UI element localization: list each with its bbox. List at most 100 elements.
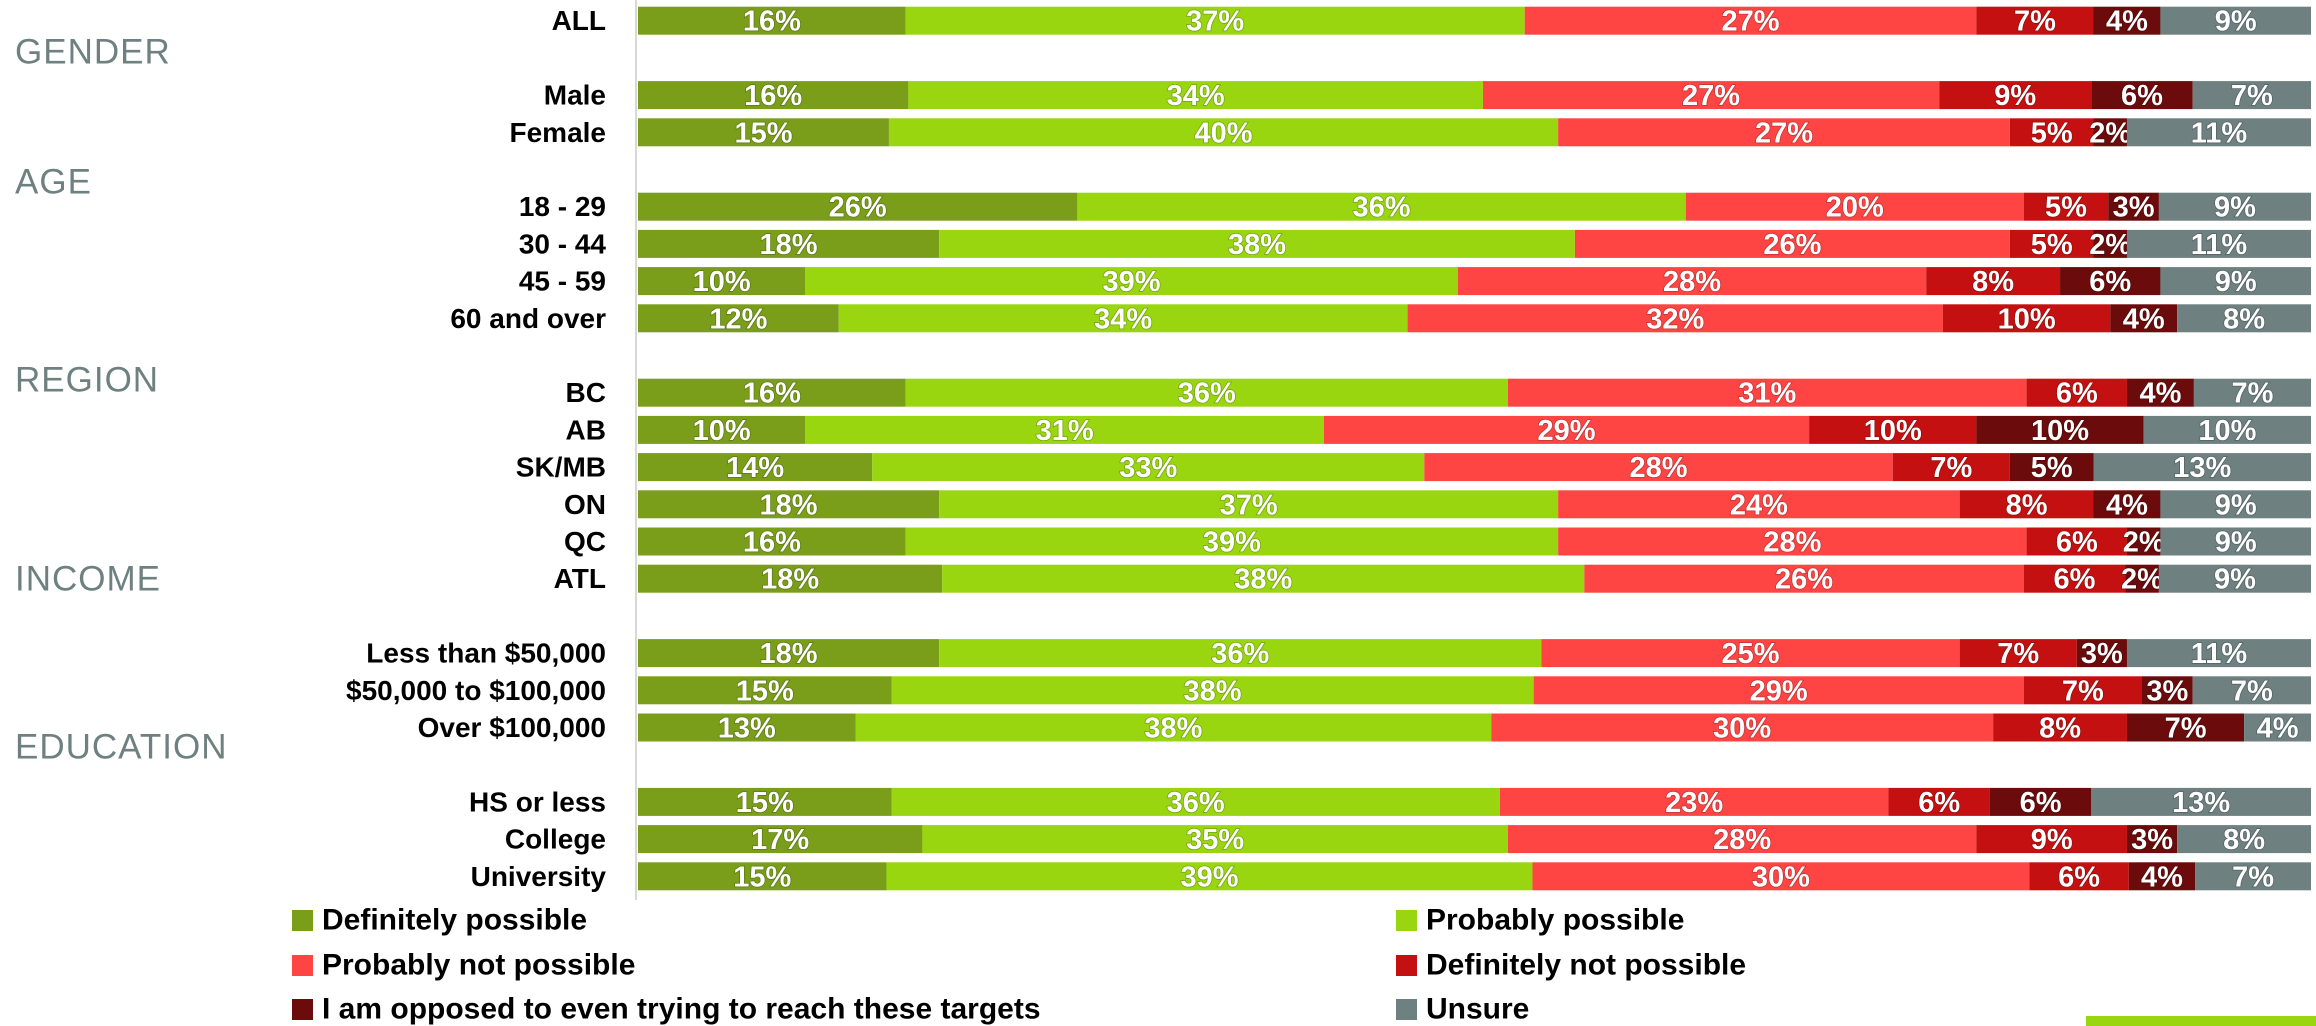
bar-segment <box>905 527 1559 556</box>
group-label: EDUCATION <box>15 728 228 767</box>
bar-segment <box>638 378 906 407</box>
value-label: 28% <box>1630 452 1688 484</box>
legend-swatch <box>292 999 313 1020</box>
value-label: 10% <box>693 415 751 447</box>
bar-segment <box>2091 787 2311 816</box>
value-label: 36% <box>1167 787 1225 819</box>
value-label: 33% <box>1119 452 1177 484</box>
value-label: 6% <box>2058 861 2100 893</box>
value-label: 27% <box>1722 6 1780 38</box>
bar-segment <box>2009 118 2094 147</box>
value-label: 39% <box>1180 861 1238 893</box>
bar-segment <box>2093 6 2161 35</box>
bar-segment <box>638 304 839 333</box>
bar-segment <box>855 713 1492 742</box>
value-label: 13% <box>2172 787 2230 819</box>
bar-segment <box>2126 639 2311 668</box>
value-label: 28% <box>1713 824 1771 856</box>
bar-segment <box>2026 378 2127 407</box>
value-label: 25% <box>1722 638 1780 670</box>
value-label: 6% <box>2056 378 2098 410</box>
y-tick-label: AB <box>566 414 606 445</box>
value-label: 31% <box>1036 415 1094 447</box>
bar-segment <box>2143 415 2311 444</box>
bar-segment <box>638 415 806 444</box>
value-label: 9% <box>2031 824 2073 856</box>
value-label: 9% <box>2215 527 2257 559</box>
legend-label: Probably not possible <box>322 949 635 982</box>
bar-segment <box>2158 564 2311 593</box>
bar-segment <box>2195 862 2311 891</box>
value-label: 4% <box>2139 378 2181 410</box>
value-label: 7% <box>1997 638 2039 670</box>
value-label: 24% <box>1730 489 1788 521</box>
bar-segment <box>1959 639 2077 668</box>
bar-segment <box>638 267 806 296</box>
value-label: 4% <box>2106 489 2148 521</box>
value-label: 6% <box>2056 527 2098 559</box>
value-label: 10% <box>1998 303 2056 335</box>
bar-segment <box>905 378 1508 407</box>
bar-segment <box>2142 676 2193 705</box>
value-label: 27% <box>1755 117 1813 149</box>
legend-swatch <box>1396 910 1417 931</box>
bar-segment <box>2026 527 2127 556</box>
bar-segment <box>1524 6 1977 35</box>
bar-segment <box>638 6 906 35</box>
value-label: 23% <box>1665 787 1723 819</box>
value-label: 9% <box>2215 6 2257 38</box>
value-label: 26% <box>1763 229 1821 261</box>
bar-segment <box>2093 490 2161 519</box>
value-label: 16% <box>743 378 801 410</box>
bar-segment <box>2009 229 2094 258</box>
bar-segment <box>638 825 923 854</box>
bar-segment <box>638 81 909 110</box>
bar-segment <box>2244 713 2311 742</box>
value-label: 15% <box>736 675 794 707</box>
y-tick-label: HS or less <box>469 786 606 817</box>
legend-label: Unsure <box>1426 993 1529 1026</box>
legend-swatch <box>292 910 313 931</box>
value-label: 6% <box>2053 564 2095 596</box>
value-label: 18% <box>760 638 818 670</box>
value-label: 39% <box>1203 527 1261 559</box>
bar-segment <box>2093 229 2127 258</box>
y-tick-label: ALL <box>552 5 606 36</box>
bar-segment <box>638 564 943 593</box>
value-label: 20% <box>1826 192 1884 224</box>
bar-segment <box>2126 229 2311 258</box>
value-label: 40% <box>1195 117 1253 149</box>
bar-segment <box>2160 527 2311 556</box>
legend-label: Definitely not possible <box>1426 949 1746 982</box>
value-label: 8% <box>2223 303 2265 335</box>
value-label: 18% <box>760 489 818 521</box>
bar-segment <box>2160 6 2311 35</box>
bar-segment <box>1976 6 2094 35</box>
value-label: 8% <box>2039 713 2081 745</box>
value-label: 8% <box>1972 266 2014 298</box>
value-label: 11% <box>2191 117 2248 149</box>
bar-segment <box>939 639 1542 668</box>
y-tick-label: Female <box>510 117 607 148</box>
bar-segment <box>1926 267 2061 296</box>
bar-segment <box>2126 118 2311 147</box>
bar-segment <box>2126 527 2161 556</box>
value-label: 38% <box>1228 229 1286 261</box>
bar-segment <box>1959 490 2094 519</box>
bar-segment <box>939 229 1575 258</box>
value-label: 26% <box>829 192 887 224</box>
bar-segment <box>1507 378 2027 407</box>
bar-segment <box>638 453 873 482</box>
value-label: 29% <box>1750 675 1808 707</box>
y-tick-label: Male <box>544 80 606 111</box>
value-label: 35% <box>1186 824 1244 856</box>
value-label: 36% <box>1353 192 1411 224</box>
bar-segment <box>891 676 1534 705</box>
value-label: 15% <box>736 787 794 819</box>
value-label: 34% <box>1167 80 1225 112</box>
value-label: 15% <box>733 861 791 893</box>
value-label: 36% <box>1211 638 1269 670</box>
value-label: 27% <box>1682 80 1740 112</box>
bar-segment <box>638 639 940 668</box>
